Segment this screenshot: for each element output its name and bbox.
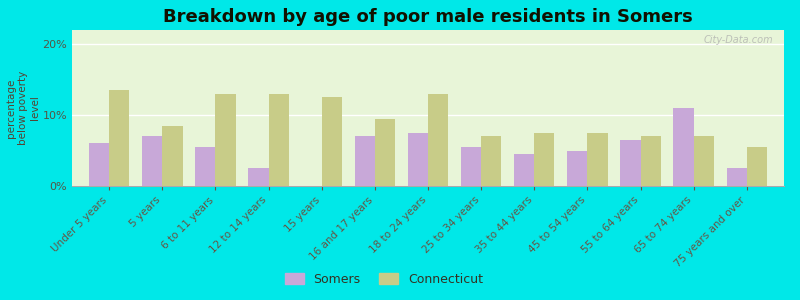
- Bar: [354, 136, 375, 186]
- Bar: [249, 168, 269, 186]
- Bar: [726, 168, 747, 186]
- Title: Breakdown by age of poor male residents in Somers: Breakdown by age of poor male residents …: [163, 8, 693, 26]
- Bar: [109, 90, 130, 186]
- Bar: [428, 94, 448, 186]
- Bar: [375, 118, 395, 186]
- Bar: [215, 94, 236, 186]
- Bar: [162, 126, 182, 186]
- Bar: [674, 108, 694, 186]
- Bar: [587, 133, 607, 186]
- Legend: Somers, Connecticut: Somers, Connecticut: [280, 268, 488, 291]
- Bar: [620, 140, 641, 186]
- Bar: [89, 143, 109, 186]
- Y-axis label: percentage
below poverty
level: percentage below poverty level: [6, 71, 40, 145]
- Bar: [195, 147, 215, 186]
- Bar: [747, 147, 767, 186]
- Bar: [142, 136, 162, 186]
- Bar: [322, 98, 342, 186]
- Bar: [534, 133, 554, 186]
- Bar: [461, 147, 481, 186]
- Bar: [269, 94, 289, 186]
- Bar: [694, 136, 714, 186]
- Bar: [481, 136, 502, 186]
- Bar: [567, 151, 587, 186]
- Bar: [408, 133, 428, 186]
- Text: City-Data.com: City-Data.com: [704, 35, 774, 45]
- Bar: [514, 154, 534, 186]
- Bar: [641, 136, 661, 186]
